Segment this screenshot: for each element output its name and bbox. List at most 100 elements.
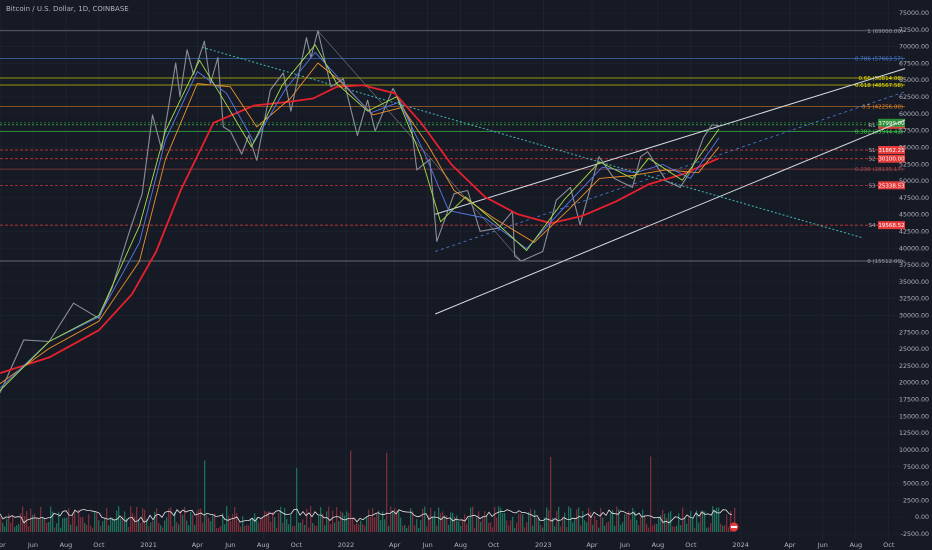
volume-bar bbox=[626, 513, 628, 532]
volume-bar bbox=[222, 513, 224, 532]
volume-bar bbox=[196, 511, 198, 532]
volume-bar bbox=[12, 515, 14, 532]
support-price-label: 30100.00 bbox=[878, 157, 905, 163]
volume-bar bbox=[336, 507, 338, 532]
volume-bar bbox=[274, 517, 276, 532]
volume-bar bbox=[656, 523, 658, 532]
volume-bar bbox=[724, 525, 726, 532]
volume-bar bbox=[484, 511, 486, 532]
price-tick-label: 42500.00 bbox=[899, 228, 929, 235]
volume-bar bbox=[204, 460, 206, 532]
volume-bar bbox=[200, 508, 202, 532]
volume-bar bbox=[100, 526, 102, 532]
trend-lines[interactable] bbox=[202, 30, 906, 315]
price-axis[interactable]: 75000.00 72500.00 70000.00 67500.00 65000.00… bbox=[899, 10, 929, 538]
volume-bar bbox=[660, 515, 662, 532]
volume-bar bbox=[288, 524, 290, 532]
volume-bar bbox=[386, 452, 388, 532]
volume-bar bbox=[140, 522, 142, 532]
volume-bar bbox=[368, 509, 370, 532]
volume-bar bbox=[4, 526, 6, 532]
volume-bar bbox=[540, 524, 542, 532]
volume-bar bbox=[302, 519, 304, 532]
volume-bar bbox=[228, 515, 230, 532]
volume-bar bbox=[596, 519, 598, 532]
volume-bar bbox=[360, 520, 362, 532]
volume-bar bbox=[630, 519, 632, 532]
volume-bar bbox=[46, 522, 48, 532]
channel-midline[interactable] bbox=[435, 91, 906, 252]
volume-bar bbox=[252, 517, 254, 532]
volume-bar bbox=[110, 517, 112, 532]
downtrend-line[interactable] bbox=[202, 46, 864, 239]
time-tick-label: 2023 bbox=[535, 541, 552, 549]
volume-bar bbox=[704, 511, 706, 532]
volume-bar bbox=[492, 527, 494, 532]
time-axis[interactable]: Apr Jun Aug Oct 2021 Apr Jun Aug Oct 2022 Apr Jun Au… bbox=[0, 541, 895, 549]
volume-bar bbox=[622, 522, 624, 532]
volume-bar bbox=[648, 527, 650, 532]
volume-bar bbox=[608, 521, 610, 532]
volume-bar bbox=[496, 517, 498, 532]
volume-ma-line bbox=[0, 508, 733, 524]
volume-bar bbox=[246, 524, 248, 532]
volume-bar bbox=[610, 513, 612, 532]
volume-bar bbox=[690, 510, 692, 532]
volume-bar bbox=[528, 511, 530, 532]
volume-bar bbox=[260, 517, 262, 532]
price-tick-label: -2500.00 bbox=[901, 531, 929, 538]
volume-bar bbox=[214, 513, 216, 532]
volume-bar bbox=[306, 508, 308, 532]
time-tick-label: Jun bbox=[27, 541, 38, 549]
channel-line[interactable] bbox=[435, 119, 906, 315]
volume-bar bbox=[398, 509, 400, 532]
volume-bar bbox=[234, 507, 236, 532]
price-tick-label: 20000.00 bbox=[899, 380, 929, 387]
volume-bar bbox=[80, 517, 82, 532]
chart-title: Bitcoin / U.S. Dollar, 1D, COINBASE bbox=[6, 5, 129, 13]
volume-bar bbox=[692, 517, 694, 532]
volume-bar bbox=[472, 506, 474, 532]
volume-bar bbox=[672, 526, 674, 532]
volume-bar bbox=[62, 518, 64, 532]
volume-bar bbox=[72, 513, 74, 532]
volume-bar bbox=[396, 510, 398, 532]
volume-bar bbox=[614, 525, 616, 532]
volume-bar bbox=[584, 520, 586, 532]
channel-line[interactable] bbox=[435, 68, 906, 215]
volume-bar bbox=[118, 506, 120, 532]
volume-bar bbox=[102, 521, 104, 532]
volume-bar bbox=[558, 506, 560, 532]
volume-bar bbox=[402, 525, 404, 532]
price-tick-label: 22500.00 bbox=[899, 363, 929, 370]
volume-bar bbox=[526, 522, 528, 532]
fib-diagonal-line[interactable] bbox=[317, 30, 522, 262]
volume-bar bbox=[476, 517, 478, 532]
chart-settings-icon[interactable] bbox=[729, 522, 739, 532]
volume-bar bbox=[516, 522, 518, 532]
price-tick-label: 72500.00 bbox=[899, 27, 929, 34]
volume-bar bbox=[52, 511, 54, 532]
volume-bar bbox=[192, 514, 194, 532]
volume-bar bbox=[520, 513, 522, 532]
volume-bar bbox=[604, 525, 606, 532]
volume-bar bbox=[564, 512, 566, 532]
volume-bar bbox=[486, 516, 488, 532]
volume-bar bbox=[542, 527, 544, 532]
volume-bar bbox=[220, 526, 222, 532]
volume-bar bbox=[544, 517, 546, 532]
volume-bar bbox=[678, 513, 680, 532]
volume-bar bbox=[8, 513, 10, 532]
volume-bar bbox=[574, 518, 576, 532]
volume-bar bbox=[180, 510, 182, 532]
volume-bar bbox=[566, 526, 568, 532]
volume-bar bbox=[506, 520, 508, 532]
volume-bar bbox=[602, 517, 604, 532]
price-tick-label: 40000.00 bbox=[899, 245, 929, 252]
volume-bar bbox=[424, 506, 426, 532]
volume-bar bbox=[54, 527, 56, 532]
volume-bar bbox=[418, 527, 420, 532]
